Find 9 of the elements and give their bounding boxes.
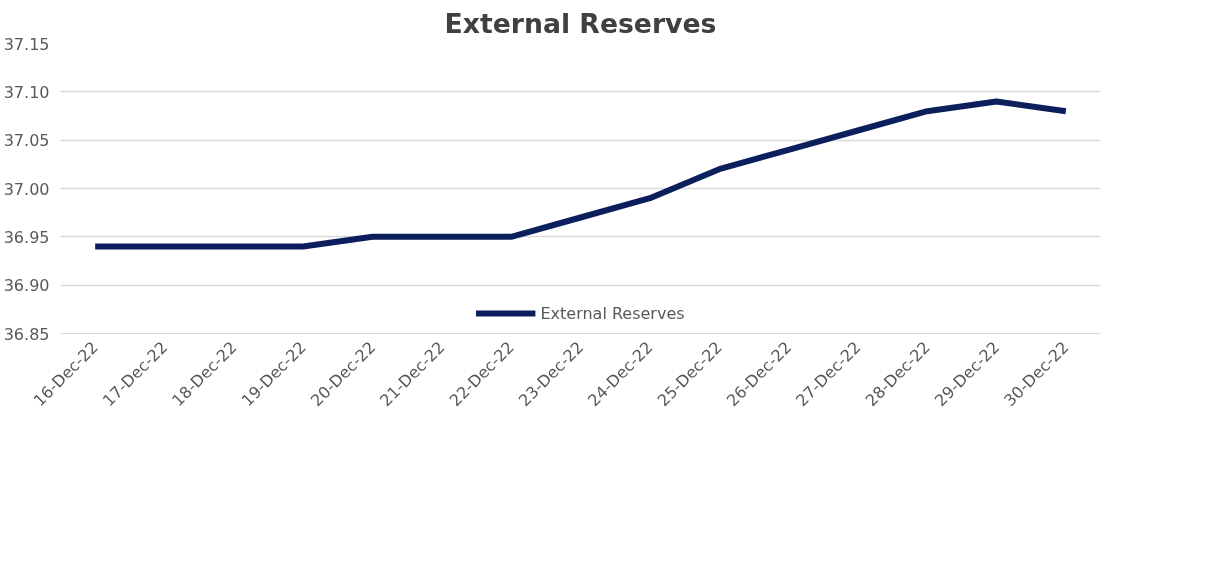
y-tick-label: 36.95: [3, 227, 50, 247]
y-tick-label: 37.10: [3, 82, 50, 102]
y-tick-label: 36.85: [3, 324, 50, 344]
legend-label: External Reserves: [540, 303, 685, 323]
y-tick-label: 37.05: [3, 131, 50, 151]
chart-title: External Reserves: [444, 7, 717, 39]
y-tick-label: 37.00: [3, 179, 50, 199]
y-tick-label: 36.90: [3, 276, 50, 296]
y-tick-label: 37.15: [3, 34, 50, 54]
